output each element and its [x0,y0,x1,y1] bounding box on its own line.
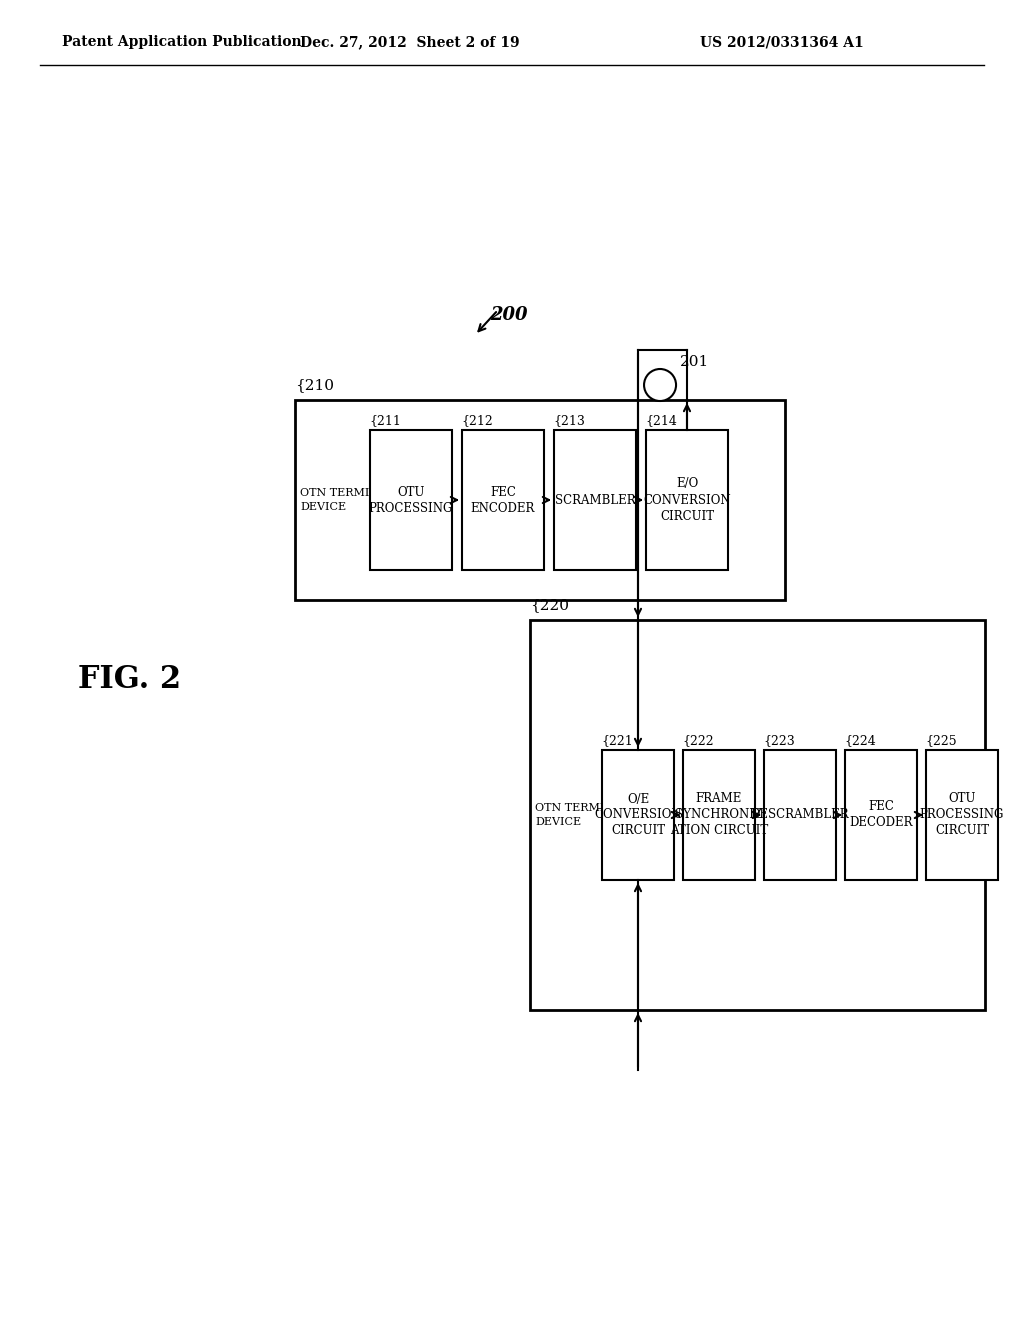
Text: SCRAMBLER: SCRAMBLER [555,494,635,507]
Text: OTU
PROCESSING: OTU PROCESSING [369,486,454,515]
Text: E/O
CONVERSION
CIRCUIT: E/O CONVERSION CIRCUIT [643,478,731,523]
Text: {210: {210 [295,378,334,392]
Bar [370,430,452,570]
Text: FIG. 2: FIG. 2 [78,664,181,696]
Text: {213: {213 [553,414,585,426]
Bar [845,750,918,880]
Text: {214: {214 [645,414,677,426]
Text: OTU
PROCESSING
CIRCUIT: OTU PROCESSING CIRCUIT [920,792,1005,837]
Text: {220: {220 [530,598,569,612]
Text: {224: {224 [844,734,876,747]
Text: DESCRAMBLER: DESCRAMBLER [751,808,849,821]
Bar [295,400,785,601]
Bar [530,620,985,1010]
Text: Patent Application Publication: Patent Application Publication [62,36,302,49]
Text: US 2012/0331364 A1: US 2012/0331364 A1 [700,36,864,49]
Bar [764,750,836,880]
Text: {221: {221 [601,734,633,747]
Bar [683,750,755,880]
Text: Dec. 27, 2012  Sheet 2 of 19: Dec. 27, 2012 Sheet 2 of 19 [300,36,520,49]
Text: FRAME
SYNCHRONIZ
ATION CIRCUIT: FRAME SYNCHRONIZ ATION CIRCUIT [670,792,768,837]
Text: {212: {212 [461,414,493,426]
Bar [554,430,636,570]
Bar [646,430,728,570]
Text: {223: {223 [763,734,795,747]
Bar [462,430,544,570]
Text: OTN TERMINATION
DEVICE: OTN TERMINATION DEVICE [535,804,652,826]
Bar [926,750,998,880]
Text: OTN TERMINATION
DEVICE: OTN TERMINATION DEVICE [300,488,417,512]
Text: {225: {225 [925,734,956,747]
Text: {211: {211 [369,414,400,426]
Text: 200: 200 [490,306,527,323]
Text: FEC
ENCODER: FEC ENCODER [471,486,536,515]
Text: 201: 201 [680,355,710,370]
Text: {222: {222 [682,734,714,747]
Circle shape [644,370,676,401]
Bar [602,750,674,880]
Text: FEC
DECODER: FEC DECODER [849,800,912,829]
Text: O/E
CONVERSION
CIRCUIT: O/E CONVERSION CIRCUIT [594,792,682,837]
